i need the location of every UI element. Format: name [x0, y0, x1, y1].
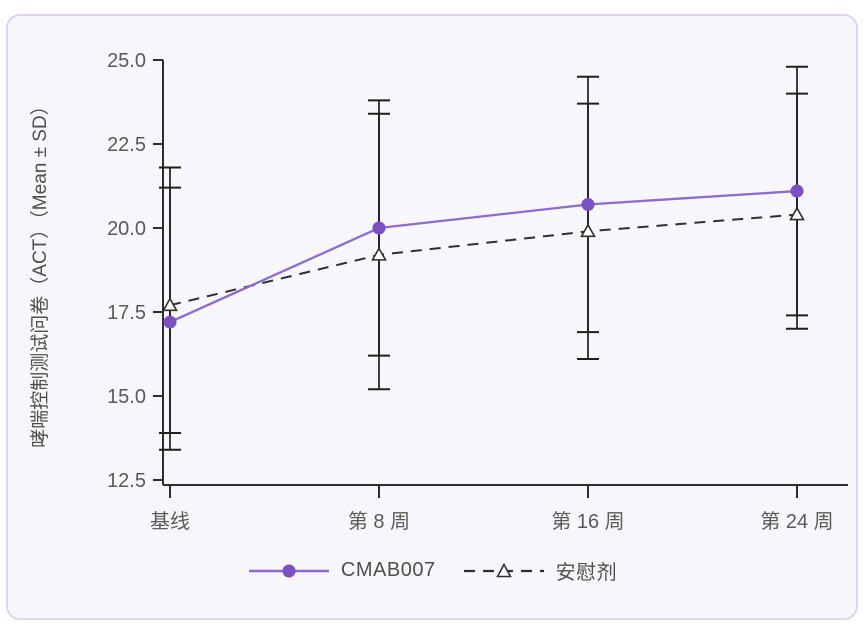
x-tick-label: 基线 — [150, 510, 190, 533]
legend-item-placebo: 安慰剂 — [462, 556, 618, 585]
cmab007-line — [169, 189, 798, 324]
placebo-line — [169, 213, 798, 307]
x-tick-label: 第 16 周 — [551, 510, 624, 533]
y-tick-label: 17.5 — [107, 302, 146, 324]
y-tick-label: 12.5 — [107, 470, 146, 492]
placebo-dashed-triangle-icon — [463, 562, 544, 577]
legend-item-cmab007: CMAB007 — [247, 559, 436, 582]
chart-card: 25.0 22.5 20.0 17.5 15.0 12.5 基线 第 8 周 第 16 周 第 2… — [6, 14, 858, 620]
cmab007-marker — [372, 221, 386, 235]
cmab007-marker — [163, 315, 177, 329]
placebo-marker — [789, 206, 805, 221]
legend-label-placebo: 安慰剂 — [555, 562, 618, 584]
act-line-chart: 25.0 22.5 20.0 17.5 15.0 12.5基线 第 8 周 第 16 周 第 2… — [29, 50, 848, 533]
cmab007-marker — [581, 197, 595, 211]
placebo-marker — [580, 223, 596, 238]
legend-label-cmab007: CMAB007 — [340, 559, 436, 581]
placebo-marker — [162, 297, 178, 312]
chart-legend: CMAB007 安慰剂 — [8, 556, 856, 585]
x-tick-label: 第 24 周 — [760, 510, 833, 533]
cmab007-line-marker-icon — [248, 564, 329, 577]
x-tick-label: 第 8 周 — [348, 510, 410, 533]
y-tick-label: 22.5 — [107, 134, 146, 156]
cmab007-marker — [790, 184, 804, 198]
y-tick-label: 15.0 — [107, 386, 146, 408]
y-axis-title: 哮喘控制测试问卷（ACT）（Mean ± SD） — [29, 96, 51, 447]
placebo-marker — [371, 246, 387, 261]
y-tick-label: 25.0 — [107, 50, 146, 72]
y-tick-label: 20.0 — [107, 218, 146, 240]
